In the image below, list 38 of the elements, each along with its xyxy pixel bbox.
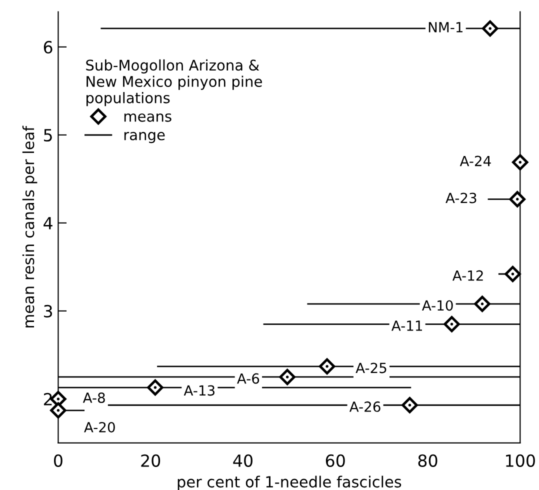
x-tick-label: 0 <box>54 454 62 467</box>
point <box>482 20 498 37</box>
annotation: range <box>124 132 165 144</box>
point <box>474 296 490 312</box>
annotation: A-20 <box>84 422 115 432</box>
y-tick-label: 3 <box>44 304 52 318</box>
annotation: A-24 <box>460 156 491 166</box>
point <box>509 191 526 208</box>
point <box>504 266 521 282</box>
point <box>50 402 66 419</box>
annotation: A-25 <box>356 362 386 374</box>
point <box>402 396 418 414</box>
annotation: A-10 <box>422 300 453 311</box>
y-axis-title: mean resin canals per leaf <box>22 126 38 328</box>
x-tick-label: 80 <box>418 454 438 467</box>
annotation: A-23 <box>446 192 476 204</box>
annotation: A-8 <box>82 392 105 403</box>
x-tick-label: 60 <box>326 454 345 467</box>
x-tick-label: 40 <box>233 454 252 467</box>
annotation: A-13 <box>184 385 214 396</box>
annotation: A-6 <box>237 373 260 384</box>
point <box>318 358 336 375</box>
point <box>147 379 164 396</box>
annotation: A-11 <box>392 320 422 331</box>
annotation: NM-1 <box>428 22 462 32</box>
x-tick-label: 100 <box>506 454 535 467</box>
point <box>444 316 460 332</box>
x-tick-label: 20 <box>141 454 160 467</box>
annotation: A-12 <box>452 270 483 281</box>
legend-title: Sub-Mogollon Arizona & New Mexico pinyon pine populations <box>86 59 262 106</box>
point <box>279 368 296 386</box>
annotation: A-26 <box>349 401 380 412</box>
point <box>512 154 528 170</box>
y-tick-label: 2 <box>44 392 52 406</box>
y-tick-label: 6 <box>44 40 52 54</box>
y-tick-label: 4 <box>44 217 52 230</box>
y-tick-label: 5 <box>44 129 52 142</box>
legend-label: means <box>124 113 172 122</box>
